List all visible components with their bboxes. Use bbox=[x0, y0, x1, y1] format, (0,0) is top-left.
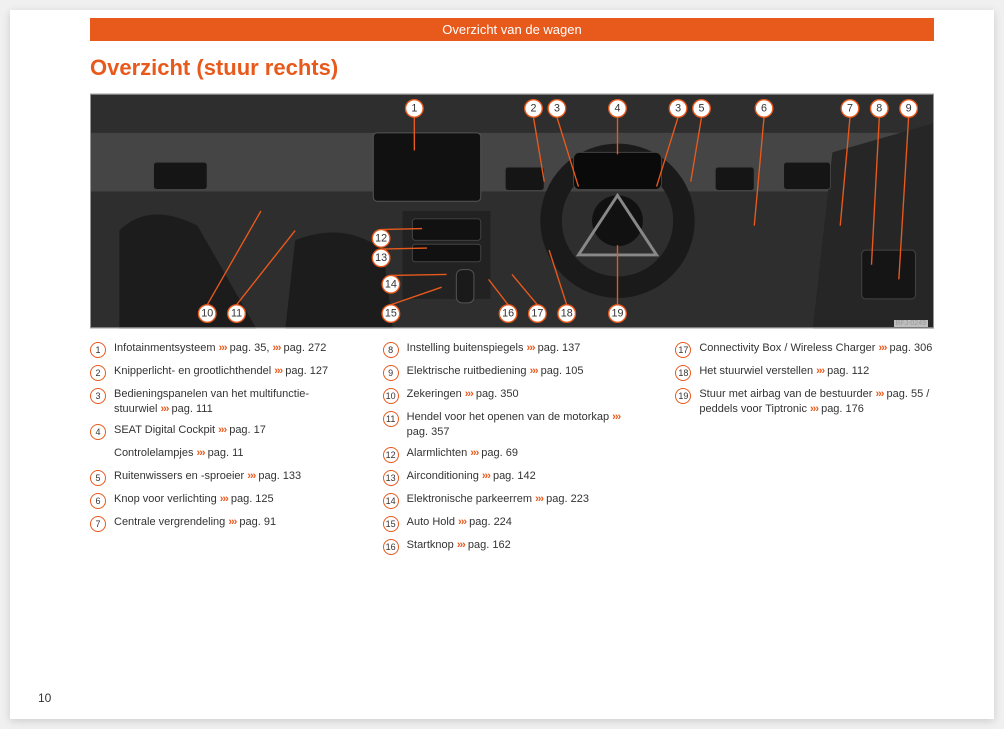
legend-column-2: 8 Instelling buitenspiegels ››› pag. 137 9… bbox=[383, 341, 642, 561]
legend-row: 1 Infotainmentsysteem ››› pag. 35, ››› pa… bbox=[90, 341, 349, 358]
legend: 1 Infotainmentsysteem ››› pag. 35, ››› pa… bbox=[90, 341, 934, 561]
svg-text:17: 17 bbox=[531, 308, 543, 320]
legend-number-badge: 8 bbox=[383, 342, 399, 358]
legend-number-badge: 16 bbox=[383, 539, 399, 555]
legend-number-badge: 12 bbox=[383, 447, 399, 463]
legend-column-1: 1 Infotainmentsysteem ››› pag. 35, ››› pa… bbox=[90, 341, 349, 561]
legend-row: 11 Hendel voor het openen van de motorkap… bbox=[383, 410, 642, 440]
legend-text: Hendel voor het openen van de motorkap ›… bbox=[407, 410, 642, 440]
legend-number-badge: 3 bbox=[90, 388, 106, 404]
legend-text: Infotainmentsysteem ››› pag. 35, ››› pag… bbox=[114, 341, 349, 356]
legend-number-badge: 10 bbox=[383, 388, 399, 404]
legend-row: 2 Knipperlicht- en grootlichthendel ››› p… bbox=[90, 364, 349, 381]
legend-number-badge: 19 bbox=[675, 388, 691, 404]
svg-text:3: 3 bbox=[554, 102, 560, 114]
legend-row: 9 Elektrische ruitbediening ››› pag. 105 bbox=[383, 364, 642, 381]
svg-text:12: 12 bbox=[375, 232, 387, 244]
legend-number-badge: 1 bbox=[90, 342, 106, 358]
legend-number-badge: 15 bbox=[383, 516, 399, 532]
legend-text: Knop voor verlichting ››› pag. 125 bbox=[114, 492, 349, 507]
legend-row: 19 Stuur met airbag van de bestuurder ›››… bbox=[675, 387, 934, 417]
legend-text: Bedieningspanelen van het multifunctie-s… bbox=[114, 387, 349, 417]
legend-number-badge: 6 bbox=[90, 493, 106, 509]
legend-text: Controlelampjes ››› pag. 11 bbox=[114, 446, 349, 461]
legend-row: 3 Bedieningspanelen van het multifunctie-… bbox=[90, 387, 349, 417]
legend-number-badge: 13 bbox=[383, 470, 399, 486]
legend-row: 12 Alarmlichten ››› pag. 69 bbox=[383, 446, 642, 463]
page-title: Overzicht (stuur rechts) bbox=[90, 55, 994, 81]
svg-text:11: 11 bbox=[231, 308, 242, 320]
legend-text: Zekeringen ››› pag. 350 bbox=[407, 387, 642, 402]
svg-text:7: 7 bbox=[847, 102, 853, 114]
legend-text: Airconditioning ››› pag. 142 bbox=[407, 469, 642, 484]
legend-text: Instelling buitenspiegels ››› pag. 137 bbox=[407, 341, 642, 356]
legend-row: 5 Ruitenwissers en -sproeier ››› pag. 133 bbox=[90, 469, 349, 486]
legend-row: 17 Connectivity Box / Wireless Charger ››… bbox=[675, 341, 934, 358]
legend-number-badge: 7 bbox=[90, 516, 106, 532]
svg-text:10: 10 bbox=[201, 308, 213, 320]
diagram-container: 123435678910111213141516171819 BFJ-0249 bbox=[90, 91, 934, 331]
legend-row: 15 Auto Hold ››› pag. 224 bbox=[383, 515, 642, 532]
svg-text:14: 14 bbox=[385, 278, 397, 290]
legend-number-badge: 17 bbox=[675, 342, 691, 358]
legend-text: Elektrische ruitbediening ››› pag. 105 bbox=[407, 364, 642, 379]
image-code: BFJ-0249 bbox=[894, 320, 928, 327]
section-header-text: Overzicht van de wagen bbox=[442, 22, 581, 37]
legend-row: 7 Centrale vergrendeling ››› pag. 91 bbox=[90, 515, 349, 532]
legend-row: 8 Instelling buitenspiegels ››› pag. 137 bbox=[383, 341, 642, 358]
legend-number-badge: 5 bbox=[90, 470, 106, 486]
svg-text:3: 3 bbox=[675, 102, 681, 114]
svg-text:9: 9 bbox=[906, 102, 912, 114]
legend-text: Connectivity Box / Wireless Charger ››› … bbox=[699, 341, 934, 356]
legend-text: Elektronische parkeerrem ››› pag. 223 bbox=[407, 492, 642, 507]
svg-text:2: 2 bbox=[530, 102, 536, 114]
legend-number-badge: 9 bbox=[383, 365, 399, 381]
manual-page: Overzicht van de wagen Overzicht (stuur … bbox=[10, 10, 994, 719]
legend-number-badge: 4 bbox=[90, 424, 106, 440]
legend-text: Het stuurwiel verstellen ››› pag. 112 bbox=[699, 364, 934, 379]
legend-number-badge: 2 bbox=[90, 365, 106, 381]
legend-row: 4 SEAT Digital Cockpit ››› pag. 17 bbox=[90, 423, 349, 440]
svg-text:4: 4 bbox=[615, 102, 621, 114]
legend-text: Alarmlichten ››› pag. 69 bbox=[407, 446, 642, 461]
svg-text:8: 8 bbox=[876, 102, 882, 114]
legend-row: 6 Knop voor verlichting ››› pag. 125 bbox=[90, 492, 349, 509]
svg-text:19: 19 bbox=[612, 308, 624, 320]
legend-number-badge: 11 bbox=[383, 411, 399, 427]
svg-text:6: 6 bbox=[761, 102, 767, 114]
legend-text: Stuur met airbag van de bestuurder ››› p… bbox=[699, 387, 934, 417]
legend-row: 14 Elektronische parkeerrem ››› pag. 223 bbox=[383, 492, 642, 509]
svg-text:5: 5 bbox=[699, 102, 705, 114]
legend-row: 10 Zekeringen ››› pag. 350 bbox=[383, 387, 642, 404]
legend-column-3: 17 Connectivity Box / Wireless Charger ››… bbox=[675, 341, 934, 561]
svg-text:1: 1 bbox=[411, 102, 417, 114]
page-number: 10 bbox=[38, 691, 51, 705]
section-header: Overzicht van de wagen bbox=[90, 18, 934, 41]
legend-text: Startknop ››› pag. 162 bbox=[407, 538, 642, 553]
legend-text: Centrale vergrendeling ››› pag. 91 bbox=[114, 515, 349, 530]
legend-text: SEAT Digital Cockpit ››› pag. 17 bbox=[114, 423, 349, 438]
legend-row: 13 Airconditioning ››› pag. 142 bbox=[383, 469, 642, 486]
legend-row: 16 Startknop ››› pag. 162 bbox=[383, 538, 642, 555]
svg-text:15: 15 bbox=[385, 308, 397, 320]
svg-text:13: 13 bbox=[375, 252, 387, 264]
dashboard-diagram: 123435678910111213141516171819 bbox=[90, 91, 934, 331]
legend-text: Knipperlicht- en grootlichthendel ››› pa… bbox=[114, 364, 349, 379]
legend-text: Ruitenwissers en -sproeier ››› pag. 133 bbox=[114, 469, 349, 484]
legend-row: 18 Het stuurwiel verstellen ››› pag. 112 bbox=[675, 364, 934, 381]
legend-row: Controlelampjes ››› pag. 11 bbox=[90, 446, 349, 463]
svg-text:18: 18 bbox=[561, 308, 573, 320]
legend-number-badge: 18 bbox=[675, 365, 691, 381]
svg-text:16: 16 bbox=[502, 308, 514, 320]
legend-number-badge: 14 bbox=[383, 493, 399, 509]
legend-text: Auto Hold ››› pag. 224 bbox=[407, 515, 642, 530]
